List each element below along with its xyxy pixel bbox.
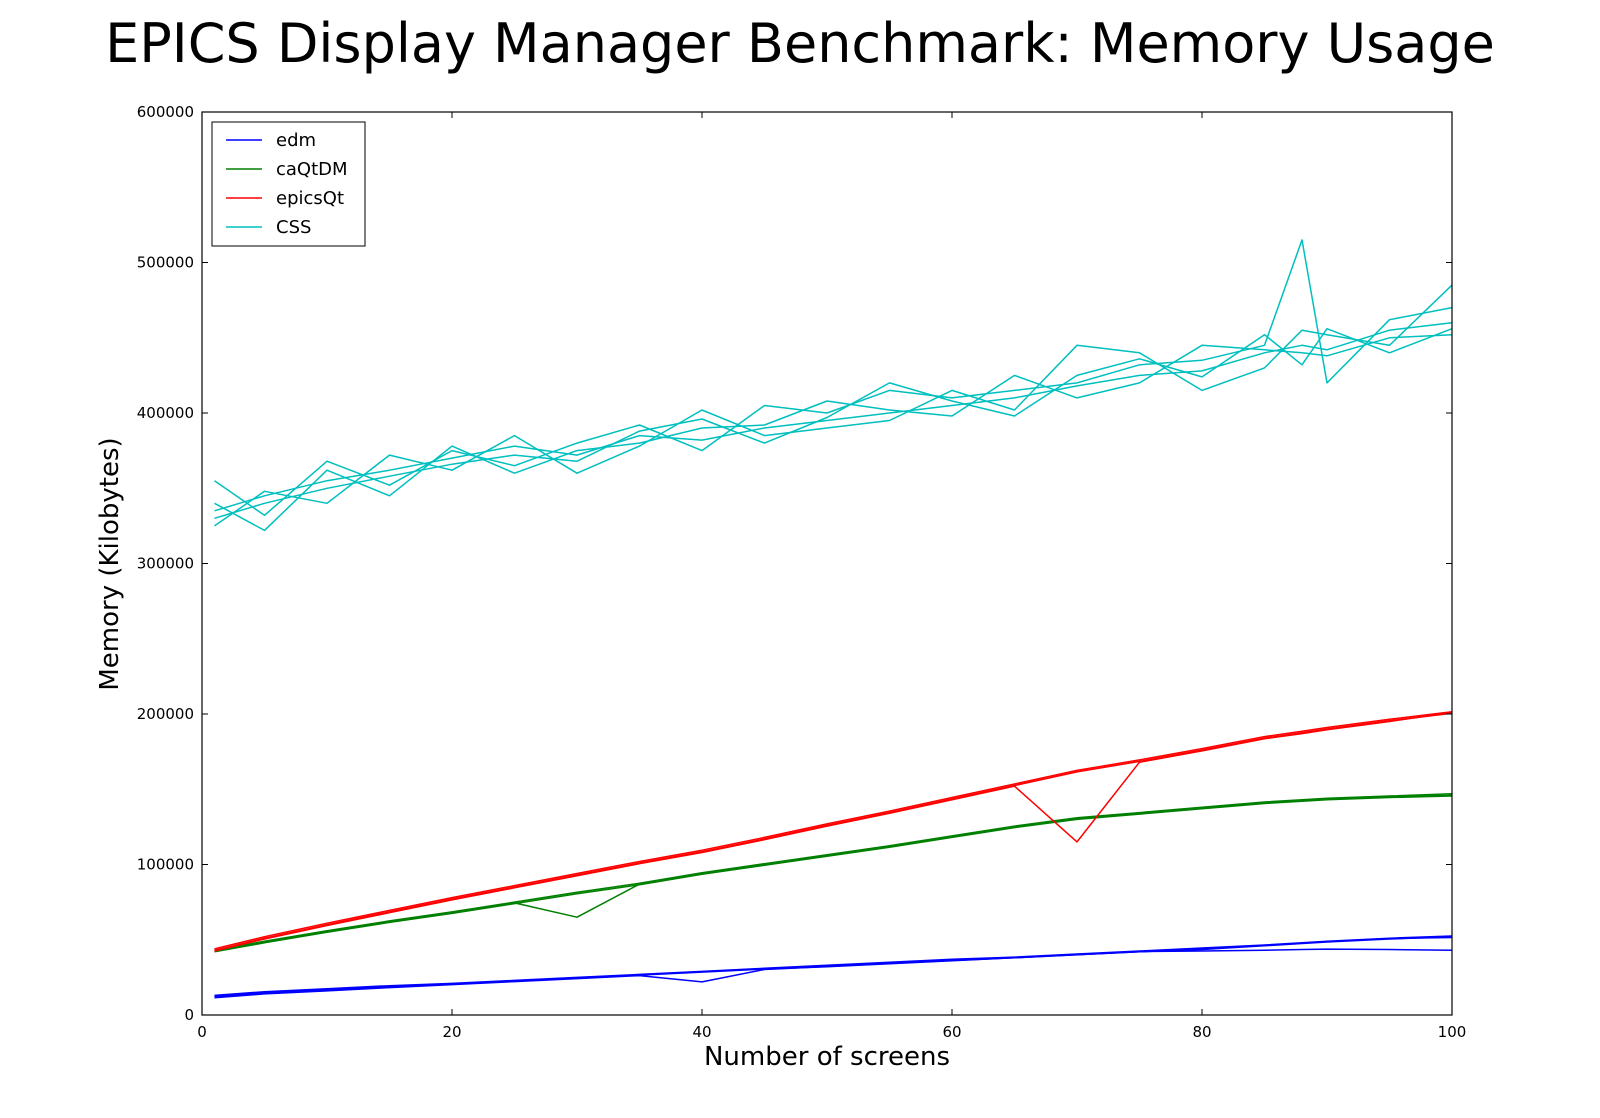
line-epicsQt-run-2 bbox=[214, 710, 1453, 950]
legend-label: caQtDM bbox=[276, 159, 348, 180]
y-tick-label: 500000 bbox=[137, 254, 194, 272]
series-edm bbox=[214, 935, 1453, 999]
legend-label: edm bbox=[276, 130, 316, 151]
line-epicsQt-run-1 bbox=[214, 712, 1453, 952]
line-CSS-run-2 bbox=[214, 239, 1453, 517]
line-CSS-run-4 bbox=[214, 333, 1453, 532]
legend: edm caQtDM epicsQt CSS bbox=[211, 121, 366, 247]
x-tick-label: 0 bbox=[197, 1023, 207, 1041]
y-tick-label: 0 bbox=[184, 1006, 194, 1024]
chart-title: EPICS Display Manager Benchmark: Memory … bbox=[105, 12, 1495, 75]
line-edm-run-3 bbox=[214, 948, 1453, 997]
y-tick-label: 400000 bbox=[137, 404, 194, 422]
legend-label: CSS bbox=[276, 217, 311, 238]
y-tick-label: 300000 bbox=[137, 555, 194, 573]
line-CSS-run-1 bbox=[214, 321, 1453, 512]
line-caQtDM-run-2 bbox=[214, 793, 1453, 952]
x-tick-label: 100 bbox=[1438, 1023, 1467, 1041]
x-tick-label: 80 bbox=[1192, 1023, 1211, 1041]
series-caQtDM bbox=[214, 793, 1453, 953]
legend-box bbox=[211, 121, 366, 247]
legend-item-edm: edm bbox=[226, 130, 316, 151]
line-caQtDM-run-3 bbox=[214, 794, 1453, 952]
series-lines bbox=[214, 239, 1453, 999]
line-CSS-run-5 bbox=[214, 327, 1453, 520]
x-tick-label: 60 bbox=[942, 1023, 961, 1041]
legend-item-epicsQt: epicsQt bbox=[226, 188, 344, 209]
x-tick-label: 20 bbox=[442, 1023, 461, 1041]
line-CSS-run-3 bbox=[214, 284, 1453, 527]
plot-frame bbox=[201, 111, 1453, 1016]
legend-item-caQtDM: caQtDM bbox=[226, 159, 348, 180]
line-edm-run-4 bbox=[214, 936, 1453, 999]
line-epicsQt-run-3 bbox=[214, 711, 1453, 952]
axis-ticks: 0 20 40 60 80 100 0 100000 200000 300000 400000 500… bbox=[137, 103, 1467, 1041]
x-tick-label: 40 bbox=[692, 1023, 711, 1041]
line-caQtDM-run-1 bbox=[214, 795, 1453, 953]
y-axis-label: Memory (Kilobytes) bbox=[95, 437, 125, 690]
y-tick-label: 600000 bbox=[137, 103, 194, 121]
y-tick-label: 200000 bbox=[137, 705, 194, 723]
legend-item-CSS: CSS bbox=[226, 217, 311, 238]
legend-label: epicsQt bbox=[276, 188, 344, 209]
y-tick-label: 100000 bbox=[137, 856, 194, 874]
series-epicsQt bbox=[214, 710, 1453, 952]
x-axis-label: Number of screens bbox=[704, 1042, 950, 1072]
series-CSS bbox=[214, 239, 1453, 532]
